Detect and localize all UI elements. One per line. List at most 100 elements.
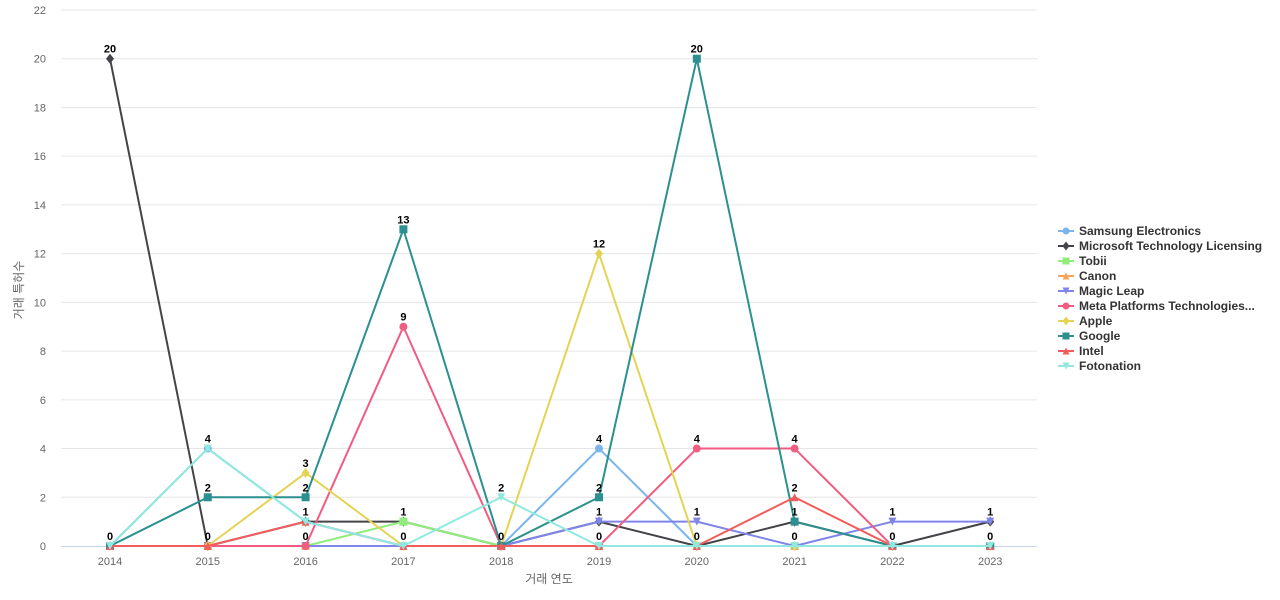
data-point-tobii[interactable] [399,517,408,526]
series-line-meta-platforms-technologies [110,325,991,547]
legend-item-apple[interactable]: Apple [1058,313,1262,328]
legend-swatch [1058,302,1074,310]
legend-swatch [1058,257,1074,265]
legend-marker [1062,287,1070,295]
y-tick-label: 6 [40,395,46,407]
data-point-meta-platforms-technologies[interactable] [301,542,310,550]
data-label: 0 [694,531,700,543]
legend-swatch [1058,241,1074,251]
series-line-magic-leap [110,520,991,547]
data-point-meta-platforms-technologies[interactable] [790,444,799,453]
legend-marker [1062,332,1070,340]
data-label: 13 [397,214,409,226]
legend-item-intel[interactable]: Intel [1058,343,1262,358]
legend-item-tobii[interactable]: Tobii [1058,253,1262,268]
legend-label: Tobii [1079,253,1107,268]
legend-item-google[interactable]: Google [1058,328,1262,343]
data-point-intel[interactable] [203,542,212,550]
data-label: 0 [889,531,895,543]
data-label: 4 [596,434,603,446]
legend-item-magic-leap[interactable]: Magic Leap [1058,283,1262,298]
legend-marker [1062,316,1070,326]
legend-swatch [1058,362,1074,370]
data-label: 0 [205,531,211,543]
legend-marker [1062,272,1070,280]
legend-item-canon[interactable]: Canon [1058,268,1262,283]
data-point-fotonation[interactable] [692,542,701,550]
data-point-google[interactable] [790,517,799,526]
y-tick-label: 16 [34,151,46,163]
data-point-apple[interactable] [301,467,310,478]
data-label: 12 [593,239,605,251]
legend-swatch [1058,287,1074,295]
legend-item-fotonation[interactable]: Fotonation [1058,358,1262,373]
data-point-magic-leap[interactable] [888,517,897,526]
data-point-google[interactable] [692,54,701,63]
data-label: 20 [104,44,116,56]
x-tick-label: 2023 [978,556,1002,568]
y-tick-label: 8 [40,346,46,358]
y-tick-label: 22 [34,5,46,17]
data-point-microsoft-technology-licensing[interactable] [106,53,114,64]
data-point-fotonation[interactable] [399,542,408,550]
legend-label: Intel [1079,343,1104,358]
data-label: 1 [596,507,602,519]
data-point-fotonation[interactable] [888,542,897,550]
data-label: 1 [987,507,993,519]
data-point-meta-platforms-technologies[interactable] [399,322,408,331]
legend-label: Apple [1079,313,1113,328]
data-point-fotonation[interactable] [790,542,799,550]
legend-item-microsoft-technology-licensing[interactable]: Microsoft Technology Licensing [1058,238,1262,253]
data-label: 2 [205,482,211,494]
data-point-fotonation[interactable] [986,542,995,550]
data-point-fotonation[interactable] [106,542,114,550]
y-tick-label: 12 [34,249,46,261]
data-label: 3 [303,458,309,470]
data-point-samsung-electronics[interactable] [595,444,603,453]
data-label: 4 [792,434,799,446]
legend-marker [1062,362,1070,370]
data-label: 0 [596,531,602,543]
legend-swatch [1058,347,1074,355]
legend-item-meta-platforms-technologies[interactable]: Meta Platforms Technologies... [1058,298,1262,313]
data-point-fotonation[interactable] [595,542,603,550]
x-tick-label: 2021 [782,556,806,568]
data-label: 1 [303,507,309,519]
legend-label: Samsung Electronics [1079,223,1202,238]
data-label: 9 [400,312,406,324]
data-point-google[interactable] [203,493,212,502]
data-point-google[interactable] [595,493,603,502]
y-tick-label: 10 [34,297,46,309]
data-label: 0 [303,531,309,543]
data-point-fotonation[interactable] [497,493,506,502]
x-tick-label: 2018 [489,556,513,568]
series-line-intel [110,496,991,547]
data-point-intel[interactable] [497,542,506,550]
data-point-magic-leap[interactable] [986,517,995,526]
data-point-fotonation[interactable] [301,517,310,526]
data-point-apple[interactable] [595,248,603,259]
legend-item-samsung-electronics[interactable]: Samsung Electronics [1058,223,1262,238]
x-tick-label: 2016 [293,556,317,568]
data-label: 2 [596,482,602,494]
data-point-meta-platforms-technologies[interactable] [692,444,701,453]
y-axis-title: 거래 특허수 [12,261,26,320]
legend-marker [1062,241,1070,251]
data-point-magic-leap[interactable] [595,517,603,526]
series-line-fotonation [109,447,991,547]
legend-label: Microsoft Technology Licensing [1079,238,1263,253]
x-tick-label: 2017 [391,556,415,568]
data-point-google[interactable] [301,493,310,502]
series-meta-platforms-technologies [106,322,995,550]
legend-marker [1062,302,1070,310]
y-tick-label: 4 [40,444,46,456]
legend-label: Canon [1079,268,1117,283]
data-point-magic-leap[interactable] [692,517,701,526]
data-label: 2 [498,482,504,494]
data-point-google[interactable] [399,225,408,234]
data-label: 1 [889,507,895,519]
data-point-fotonation[interactable] [203,444,212,453]
x-tick-label: 2019 [587,556,611,568]
data-point-intel[interactable] [790,493,799,502]
